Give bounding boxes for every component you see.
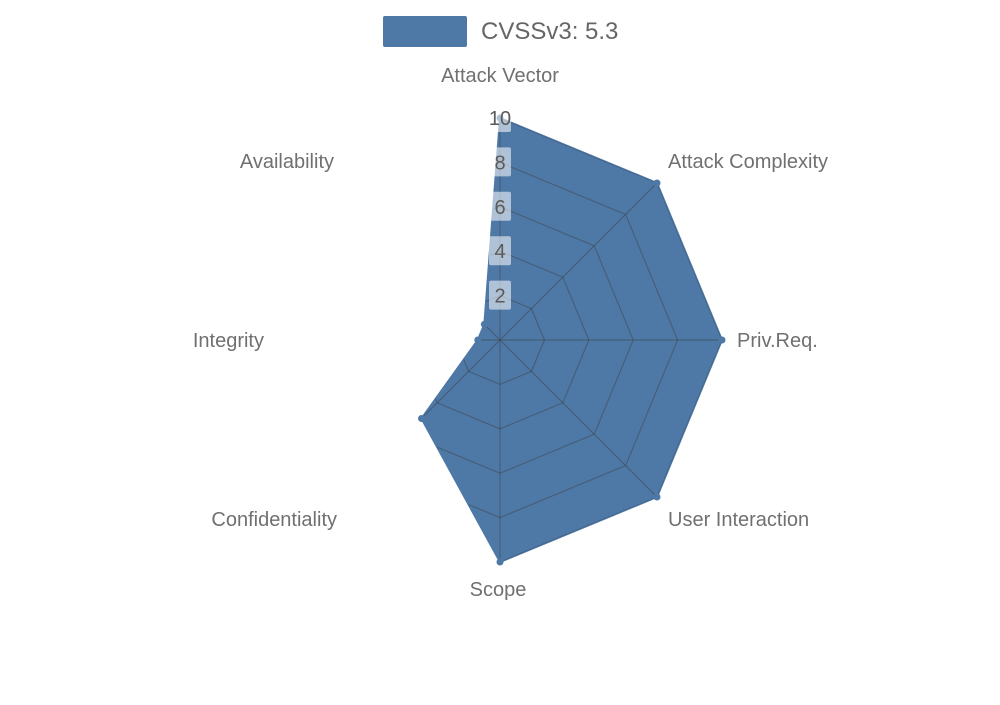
tick-label-bg (489, 147, 511, 177)
tick-10: 10 (489, 103, 511, 132)
tick-label: 10 (489, 108, 511, 130)
tick-label-bg (489, 236, 511, 266)
tick-label-bg (489, 280, 511, 310)
axis-label-scope: Scope (470, 579, 527, 601)
axis-label-user-interaction: User Interaction (668, 509, 809, 531)
grid-ring-6 (421, 206, 634, 474)
tick-label: 2 (494, 286, 505, 308)
axis-label-attack-vector: Attack Vector (441, 65, 559, 87)
tick-label: 6 (494, 197, 505, 219)
tick-2: 2 (489, 280, 511, 310)
axis-label-integrity: Integrity (193, 330, 264, 352)
tick-label: 8 (494, 152, 505, 174)
data-point-2 (718, 336, 726, 344)
tick-6: 6 (489, 191, 511, 221)
data-point-6 (474, 336, 482, 344)
tick-label-bg (489, 103, 511, 132)
grid-ring-8 (421, 161, 679, 519)
grid-spoke-7 (421, 182, 501, 341)
legend-item-cvssv3[interactable]: CVSSv3: 5.3 (383, 16, 618, 47)
data-point-7 (480, 320, 488, 328)
legend-swatch[interactable] (383, 16, 467, 47)
grid-spoke-1 (499, 182, 658, 341)
axis-label-attack-complexity: Attack Complexity (668, 151, 828, 173)
grid-spoke-3 (499, 339, 658, 498)
legend-label: CVSSv3: 5.3 (481, 18, 619, 45)
axis-label-priv-req: Priv.Req. (737, 330, 818, 352)
data-point-3 (653, 493, 661, 501)
axis-label-confidentiality: Confidentiality (211, 509, 337, 531)
tick-8: 8 (489, 147, 511, 177)
tick-4: 4 (489, 236, 511, 266)
data-point-4 (496, 558, 504, 566)
tick-label: 4 (494, 241, 505, 263)
data-point-5 (418, 415, 425, 422)
data-point-1 (653, 179, 661, 187)
axis-label-availability: Availability (240, 151, 334, 173)
grid-spoke-5 (421, 339, 501, 498)
tick-label-bg (489, 191, 511, 221)
